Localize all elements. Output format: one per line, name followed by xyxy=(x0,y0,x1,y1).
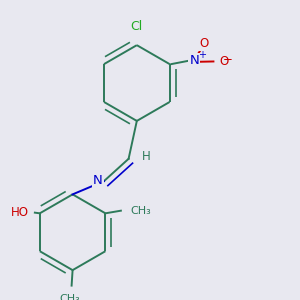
Text: CH₃: CH₃ xyxy=(60,294,80,300)
Text: +: + xyxy=(198,50,206,60)
Text: −: − xyxy=(222,53,232,66)
Text: O: O xyxy=(199,37,208,50)
Text: H: H xyxy=(142,150,151,163)
Text: CH₃: CH₃ xyxy=(130,206,151,216)
Text: Cl: Cl xyxy=(131,20,143,33)
Text: HO: HO xyxy=(11,206,28,219)
Text: N: N xyxy=(190,54,199,67)
Text: N: N xyxy=(93,174,103,187)
Text: O: O xyxy=(219,55,228,68)
